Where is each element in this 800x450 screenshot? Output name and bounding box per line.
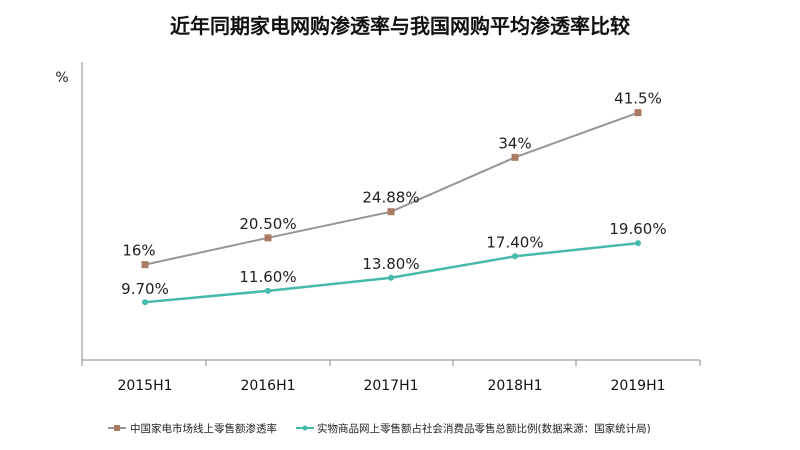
series-1-point: [264, 234, 272, 242]
series-2-point: [635, 240, 641, 247]
series-1-data-label: 41.5%: [614, 90, 662, 108]
y-axis-unit: %: [55, 70, 68, 86]
series-1: 16% 20.50% 24.88% 34% 41.5%: [122, 90, 662, 269]
x-tick-label-2016h1: 2016H1: [240, 378, 295, 394]
series-1-point: [634, 109, 642, 117]
series-1-data-label: 20.50%: [239, 215, 296, 233]
x-tick-label-2017h1: 2017H1: [363, 378, 418, 394]
chart-title: 近年同期家电网购渗透率与我国网购平均渗透率比较: [170, 14, 630, 38]
series-2-point: [265, 287, 271, 294]
series-2-data-label: 17.40%: [486, 233, 543, 251]
series-2: 9.70% 11.60% 13.80% 17.40% 19.60%: [121, 220, 667, 306]
series-2-point: [512, 253, 518, 260]
series-2-data-label: 11.60%: [239, 268, 296, 286]
series-2-data-label: 19.60%: [609, 220, 666, 238]
series-2-data-label: 9.70%: [121, 280, 169, 298]
legend-label-2: 实物商品网上零售额占社会消费品零售总额比例(数据来源：国家统计局): [317, 422, 651, 435]
x-axis-tick-labels: 2015H1 2016H1 2017H1 2018H1 2019H1: [117, 378, 665, 394]
legend-item-1: 中国家电市场线上零售额渗透率: [108, 422, 277, 435]
series-1-data-label: 24.88%: [362, 189, 419, 207]
series-1-point: [511, 153, 519, 161]
series-1-data-label: 34%: [498, 134, 531, 152]
series-1-point: [387, 208, 395, 216]
x-tick-label-2019h1: 2019H1: [610, 378, 665, 394]
x-tick-label-2015h1: 2015H1: [117, 378, 172, 394]
series-1-data-label: 16%: [122, 242, 155, 260]
legend-label-1: 中国家电市场线上零售额渗透率: [130, 422, 277, 435]
series-1-point: [141, 261, 149, 269]
x-tick-label-2018h1: 2018H1: [487, 378, 542, 394]
series-2-data-label: 13.80%: [362, 255, 419, 273]
series-2-point: [388, 274, 394, 281]
plot-area: 16% 20.50% 24.88% 34% 41.5% 9.70% 11.60% 13.80%…: [121, 90, 667, 306]
x-axis-ticks: [81, 360, 701, 366]
legend-item-2: 实物商品网上零售额占社会消费品零售总额比例(数据来源：国家统计局): [296, 422, 651, 435]
legend-swatch-marker: [114, 425, 120, 431]
legend: 中国家电市场线上零售额渗透率 实物商品网上零售额占社会消费品零售总额比例(数据来源…: [108, 422, 651, 435]
legend-swatch-marker: [302, 425, 308, 431]
series-2-point: [142, 299, 148, 306]
